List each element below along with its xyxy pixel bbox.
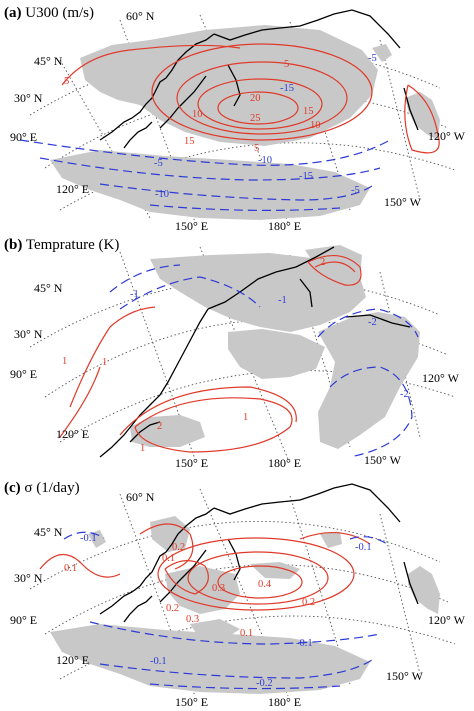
contour-label: 10 bbox=[310, 120, 321, 131]
contour-label: 0.2 bbox=[166, 603, 179, 614]
contour-label: -5 bbox=[351, 185, 360, 196]
lon-label-120e: 120° E bbox=[56, 427, 89, 441]
contour-label: -1 bbox=[130, 289, 139, 300]
axis-labels: 60° N 45° N 30° N 90° E 120° E 150° E 18… bbox=[10, 9, 466, 233]
contour-label: -0.1 bbox=[80, 533, 97, 544]
contour-label: 25 bbox=[250, 113, 261, 124]
contour-labels: 1 2 1 1 1 2 -1 -2 -1 -2 bbox=[62, 257, 409, 454]
contour-label: -0.1 bbox=[355, 542, 372, 553]
panel-b: (b) Temprature (K) 1 bbox=[0, 237, 474, 474]
panel-b-title: (b) Temprature (K) bbox=[4, 237, 119, 253]
panel-a-map: (a) U300 (m/s) bbox=[4, 5, 466, 233]
contour-label: 10 bbox=[192, 109, 203, 120]
lat-label-30n: 30° N bbox=[14, 91, 43, 105]
contour-label: 0.3 bbox=[186, 614, 199, 625]
contour-label: -5 bbox=[154, 158, 163, 169]
panel-c-title: (c) σ (1/day) bbox=[4, 480, 80, 496]
contour-label: 15 bbox=[303, 106, 314, 117]
contour-label: -10 bbox=[155, 189, 169, 200]
contour-label: 0.2 bbox=[172, 542, 185, 553]
positive-contours bbox=[59, 255, 362, 453]
contour-label: 0.3 bbox=[212, 583, 225, 594]
contour-label: -15 bbox=[280, 83, 294, 94]
contour-label: 2 bbox=[157, 421, 162, 432]
lon-label-150e: 150° E bbox=[175, 695, 208, 709]
positive-contours bbox=[39, 523, 371, 611]
coastline bbox=[99, 246, 411, 458]
lon-label-150e: 150° E bbox=[175, 219, 208, 233]
contour-label: 15 bbox=[184, 136, 195, 147]
land-shading bbox=[50, 25, 440, 220]
lon-label-180e: 180° E bbox=[268, 695, 301, 709]
contour-label: -5 bbox=[368, 53, 377, 64]
contour-label: -2 bbox=[400, 389, 409, 400]
panel-c: (c) σ (1/day) bbox=[0, 474, 474, 711]
contour-label: -0.2 bbox=[256, 678, 273, 689]
axis-labels: 60° N 45° N 30° N 90° E 120° E 150° E 18… bbox=[10, 490, 466, 709]
contour-label: 5 bbox=[64, 76, 69, 87]
negative-contours bbox=[19, 139, 391, 211]
lat-label-60n: 60° N bbox=[126, 490, 155, 504]
panel-a-title: (a) U300 (m/s) bbox=[4, 5, 94, 21]
contour-label: -10 bbox=[258, 155, 272, 166]
axis-labels: 45° N 30° N 90° E 120° E 150° E 180° E 1… bbox=[10, 281, 460, 470]
lon-label-120w: 120° W bbox=[428, 613, 466, 627]
contour-label: 0.1 bbox=[64, 563, 77, 574]
lat-label-45n: 45° N bbox=[34, 54, 63, 68]
lat-label-30n: 30° N bbox=[14, 327, 43, 341]
contour-label: 1 bbox=[62, 356, 67, 367]
lat-label-45n: 45° N bbox=[34, 525, 63, 539]
contour-label: 5 bbox=[254, 143, 259, 154]
contour-labels: 0.1 0.2 0.1 0.3 0.4 0.3 0.1 0.2 0.2 -0.1… bbox=[64, 533, 372, 689]
contour-label: -0.1 bbox=[296, 638, 313, 649]
contour-label: -1 bbox=[278, 295, 287, 306]
contour-label: 1 bbox=[140, 443, 145, 454]
lat-label-30n: 30° N bbox=[14, 571, 43, 585]
lon-label-150w: 150° W bbox=[384, 195, 422, 209]
negative-contours bbox=[109, 264, 419, 458]
contour-label: -0.1 bbox=[150, 656, 167, 667]
panel-c-map: (c) σ (1/day) bbox=[4, 480, 466, 709]
lat-label-45n: 45° N bbox=[34, 281, 63, 295]
contour-label: 1 bbox=[243, 412, 248, 423]
lon-label-180e: 180° E bbox=[268, 219, 301, 233]
contour-label: -15 bbox=[299, 171, 313, 182]
lon-label-150w: 150° W bbox=[386, 669, 424, 683]
coastline bbox=[99, 483, 419, 623]
lon-label-120w: 120° W bbox=[428, 129, 466, 143]
lon-label-90e: 90° E bbox=[10, 367, 37, 381]
panel-b-map: (b) Temprature (K) 1 bbox=[4, 237, 460, 470]
lon-label-90e: 90° E bbox=[10, 130, 37, 144]
lon-label-120w: 120° W bbox=[422, 371, 460, 385]
lon-label-150w: 150° W bbox=[364, 453, 402, 467]
contour-labels: 5 10 15 20 25 10 15 5 5 -15 -5 -5 -10 -1… bbox=[64, 53, 377, 200]
lon-label-90e: 90° E bbox=[10, 613, 37, 627]
contour-label: 0.4 bbox=[258, 579, 272, 590]
lat-label-60n: 60° N bbox=[126, 9, 155, 23]
lon-label-120e: 120° E bbox=[56, 182, 89, 196]
contour-label: 5 bbox=[284, 59, 289, 70]
contour-label: 0.2 bbox=[302, 597, 315, 608]
contour-label: 0.1 bbox=[240, 628, 253, 639]
contour-label: 2 bbox=[320, 257, 325, 268]
land-shading bbox=[130, 245, 420, 449]
lon-label-180e: 180° E bbox=[268, 456, 301, 470]
land-shading bbox=[50, 516, 440, 694]
positive-contours bbox=[61, 43, 440, 154]
lon-label-120e: 120° E bbox=[56, 653, 89, 667]
lon-label-150e: 150° E bbox=[175, 456, 208, 470]
contour-label: 1 bbox=[102, 357, 107, 368]
contour-label: -2 bbox=[368, 317, 377, 328]
contour-label: 20 bbox=[250, 93, 261, 104]
negative-contours bbox=[63, 531, 391, 690]
contour-label: 0.1 bbox=[162, 553, 175, 564]
panel-a: (a) U300 (m/s) bbox=[0, 0, 474, 237]
